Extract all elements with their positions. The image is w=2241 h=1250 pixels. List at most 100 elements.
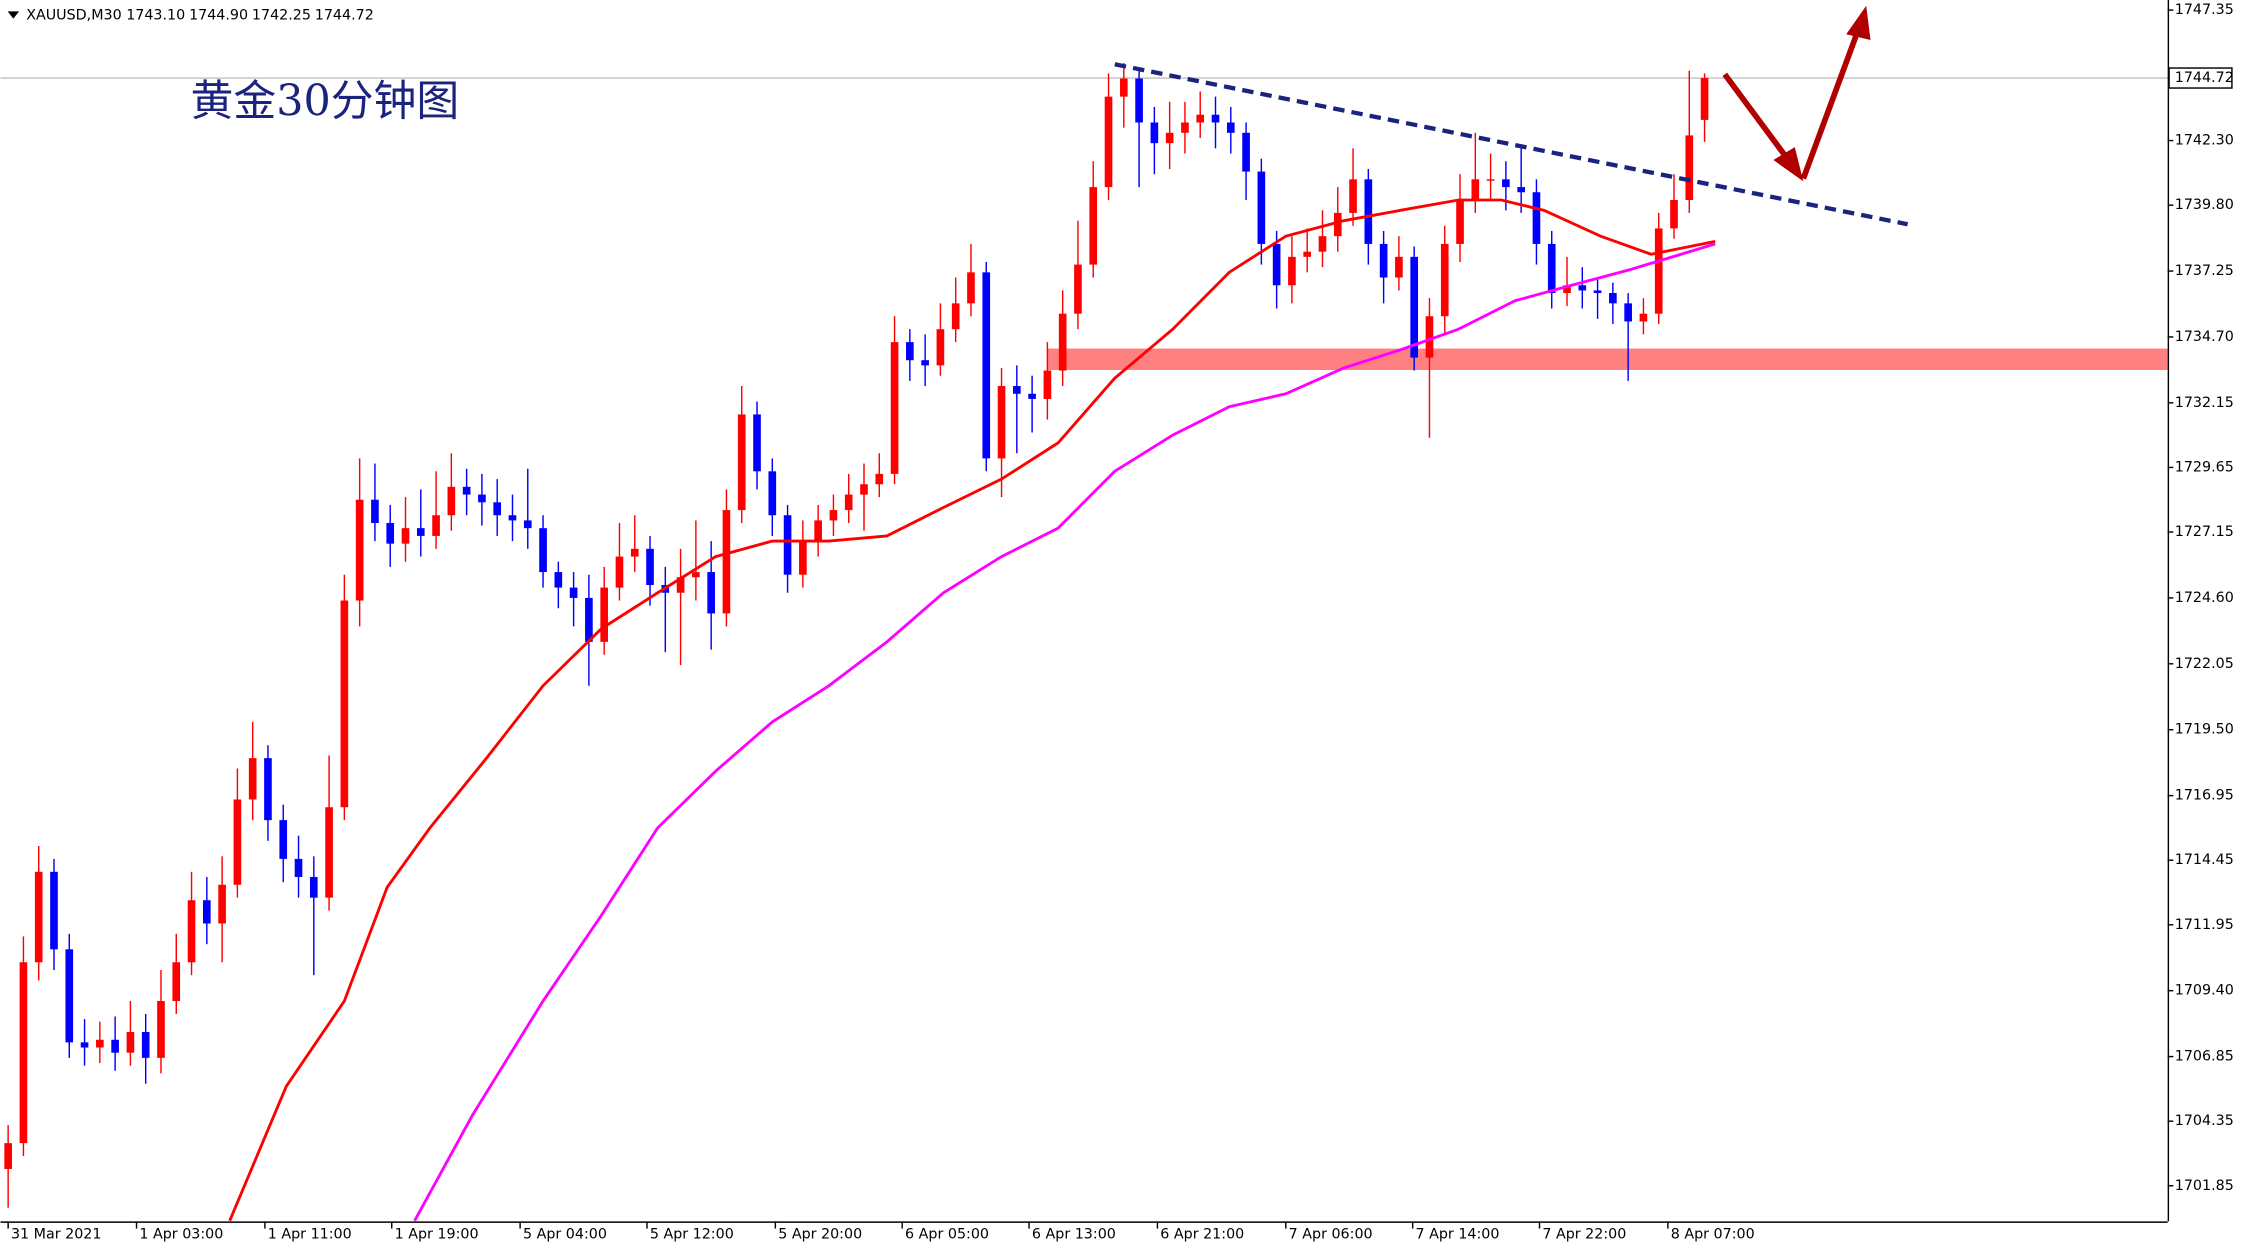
candle-body (355, 499, 364, 601)
candle-body (1609, 293, 1617, 304)
candle-body (646, 548, 654, 586)
trend-line (1114, 62, 1909, 227)
menu-arrow (7, 11, 20, 19)
y-tick-label: 1747.35 (2175, 2, 2234, 18)
candle-body (829, 510, 838, 521)
candle-body (218, 884, 226, 924)
header-value: 1744.90 (189, 8, 248, 24)
candle-body (1517, 187, 1525, 193)
x-tick-label: 1 Apr 03:00 (139, 1226, 223, 1242)
candle-body (1150, 122, 1159, 144)
candle-body (997, 386, 1006, 459)
moving-average (228, 198, 1716, 1222)
y-tick-label: 1711.95 (2175, 917, 2234, 933)
candle-body (860, 484, 868, 495)
candle-body (600, 587, 609, 642)
candle-body (1410, 256, 1419, 358)
x-tick-label: 5 Apr 20:00 (778, 1226, 862, 1242)
last-price-box (2168, 67, 2233, 89)
y-tick-label: 1704.35 (2175, 1113, 2234, 1129)
candle-body (1563, 285, 1571, 294)
y-tick-label: 1714.45 (2175, 852, 2234, 868)
candle-body (906, 342, 914, 361)
candle-body (799, 541, 807, 575)
header-value: 1743.10 (126, 8, 185, 24)
support-zone (1047, 348, 2168, 370)
y-tick-label: 1727.15 (2175, 524, 2234, 540)
x-tick-label: 7 Apr 22:00 (1542, 1226, 1626, 1242)
chart-title: 黄金30分钟图 (191, 76, 460, 126)
x-tick-label: 5 Apr 12:00 (650, 1226, 734, 1242)
candle-body (1456, 199, 1464, 244)
candle-body (1700, 78, 1709, 120)
candle-body (111, 1039, 119, 1053)
candle-body (1211, 114, 1220, 123)
x-tick-label: 1 Apr 19:00 (395, 1226, 479, 1242)
candle-body (508, 515, 517, 521)
candle-body (890, 342, 899, 474)
candle-body (141, 1032, 150, 1058)
candle-body (753, 414, 761, 472)
candle-body (187, 900, 196, 963)
x-tick-label: 7 Apr 06:00 (1289, 1226, 1373, 1242)
arrow-head (1773, 147, 1804, 182)
candle-body (844, 494, 853, 511)
candle-body (1395, 256, 1403, 278)
candle-body (294, 858, 303, 877)
candle-body (921, 360, 929, 366)
x-tick-label: 6 Apr 21:00 (1160, 1226, 1244, 1242)
forecast-arrow (1800, 30, 1861, 180)
arrow-head (1846, 5, 1871, 40)
forecast-arrow (1722, 72, 1789, 159)
candle-body (401, 528, 410, 544)
candle-body (279, 820, 288, 859)
candle-body (1440, 243, 1449, 317)
candle-body (1502, 179, 1510, 188)
candle-body (1532, 192, 1541, 244)
y-tick-label: 1737.25 (2175, 263, 2234, 279)
candle-body (126, 1032, 135, 1053)
candle-body (1104, 96, 1113, 188)
candle-body (1257, 171, 1266, 244)
plot (0, 63, 2168, 1222)
candle-body (50, 871, 58, 950)
x-tick-label: 1 Apr 11:00 (268, 1226, 352, 1242)
candle-body (34, 871, 43, 963)
symbol: XAUUSD,M30 (26, 8, 121, 24)
candle-body (1135, 78, 1143, 123)
candle-body (432, 515, 440, 536)
header-values: 1743.10 1744.90 1742.25 1744.72 (126, 8, 374, 24)
y-tick-label: 1706.85 (2175, 1049, 2234, 1065)
candle-body (1471, 179, 1480, 200)
candle-body (172, 962, 181, 1002)
candle-body (1593, 290, 1602, 294)
candle-body (447, 486, 456, 516)
candle-body (585, 597, 593, 642)
x-tick-label: 6 Apr 13:00 (1032, 1226, 1116, 1242)
candle-body (1013, 386, 1021, 394)
candle-body (768, 471, 777, 516)
candle-body (676, 577, 685, 593)
candle-body (1379, 243, 1388, 278)
candle-body (1624, 303, 1632, 322)
candle-body (1272, 243, 1281, 286)
candle-body (1181, 122, 1189, 133)
header-value: 1742.25 (252, 8, 311, 24)
candle-body (707, 572, 715, 614)
candle-body (1043, 370, 1052, 399)
candle-body (1028, 393, 1036, 399)
y-tick-label: 1742.30 (2175, 133, 2234, 149)
candle-body (1578, 285, 1587, 291)
candle-body (1364, 179, 1373, 244)
candle-body (1058, 313, 1067, 371)
candle-body (630, 548, 639, 557)
candle-body (1333, 212, 1342, 237)
candle-body (386, 522, 395, 544)
candle-body (371, 499, 379, 523)
candle-body (722, 510, 731, 614)
candle-body (692, 572, 700, 578)
candle-body (1303, 251, 1312, 257)
candle-body (1074, 264, 1082, 314)
candle-body (1639, 313, 1648, 322)
